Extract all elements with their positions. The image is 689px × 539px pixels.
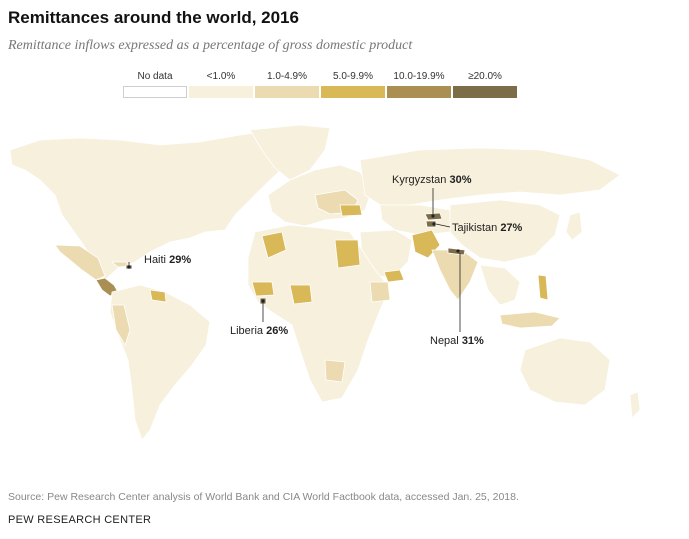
legend-item-5-to-10: 5.0-9.9% xyxy=(320,70,386,98)
callout-value: 29% xyxy=(169,254,191,266)
land-guyana xyxy=(149,289,167,303)
land-ukraine xyxy=(339,204,363,217)
map-subtitle: Remittance inflows expressed as a percen… xyxy=(8,38,413,53)
legend-label: 5.0-9.9% xyxy=(332,71,374,82)
legend-label: <1.0% xyxy=(206,71,236,82)
legend-item-under-1: <1.0% xyxy=(188,70,254,98)
land-new-zealand xyxy=(629,391,641,419)
callout-name: Tajikistan xyxy=(452,222,497,234)
land-india xyxy=(431,249,479,301)
land-egypt xyxy=(334,239,361,269)
callout-dot-haiti xyxy=(127,265,131,269)
source-note: Source: Pew Research Center analysis of … xyxy=(8,491,519,503)
callout-dot-tajikistan xyxy=(432,222,436,226)
legend-item-1-to-5: 1.0-4.9% xyxy=(254,70,320,98)
legend-label: ≥20.0% xyxy=(468,71,502,82)
legend-item-no-data: No data xyxy=(122,70,188,98)
callout-tajikistan: Tajikistan 27% xyxy=(452,222,523,234)
land-east-africa xyxy=(369,281,391,303)
land-southeast-asia xyxy=(479,264,521,306)
land-yemen xyxy=(383,269,405,283)
land-philippines xyxy=(537,274,549,301)
land-south-america xyxy=(109,284,211,441)
callout-value: 31% xyxy=(462,335,484,347)
legend-item-20-plus: ≥20.0% xyxy=(452,70,518,98)
land-indonesia xyxy=(499,311,561,329)
callout-value: 27% xyxy=(500,222,522,234)
callout-haiti: Haiti 29% xyxy=(144,254,191,266)
land-west-africa xyxy=(251,281,275,297)
legend-swatch xyxy=(255,86,319,98)
callout-name: Nepal xyxy=(430,335,459,347)
land-china-mongolia xyxy=(449,199,561,263)
land-australia xyxy=(519,337,611,406)
land-japan xyxy=(565,211,583,241)
land-north-africa-morocco xyxy=(261,231,287,259)
callout-kyrgyzstan: Kyrgyzstan 30% xyxy=(392,174,472,186)
land-southern-africa xyxy=(324,359,346,383)
callout-dot-kyrgyzstan xyxy=(431,214,435,218)
legend-swatch xyxy=(453,86,517,98)
legend-label: No data xyxy=(137,71,173,82)
callout-dot-liberia xyxy=(261,299,265,303)
legend-swatch xyxy=(189,86,253,98)
legend-label: 10.0-19.9% xyxy=(393,71,445,82)
callout-dot-nepal xyxy=(456,249,460,253)
callout-liberia: Liberia 26% xyxy=(230,325,288,337)
map-title: Remittances around the world, 2016 xyxy=(8,8,299,27)
legend-swatch xyxy=(123,86,187,98)
callout-value: 26% xyxy=(266,325,288,337)
callout-name: Haiti xyxy=(144,254,166,266)
callout-value: 30% xyxy=(449,174,471,186)
legend-swatch xyxy=(387,86,451,98)
credit-line: PEW RESEARCH CENTER xyxy=(8,514,152,526)
legend: No data <1.0% 1.0-4.9% 5.0-9.9% 10.0-19.… xyxy=(122,70,518,98)
legend-item-10-to-20: 10.0-19.9% xyxy=(386,70,452,98)
callout-nepal: Nepal 31% xyxy=(430,335,484,347)
land-north-america xyxy=(9,129,301,281)
callout-name: Liberia xyxy=(230,325,264,337)
land-nigeria xyxy=(289,284,313,305)
legend-swatch xyxy=(321,86,385,98)
world-map: Kyrgyzstan 30% Tajikistan 27% Haiti 29% … xyxy=(9,124,641,441)
legend-label: 1.0-4.9% xyxy=(266,71,308,82)
land-andes xyxy=(111,304,131,346)
land-greenland xyxy=(249,124,331,181)
callout-line-tajikistan xyxy=(435,223,451,228)
callout-name: Kyrgyzstan xyxy=(392,174,446,186)
